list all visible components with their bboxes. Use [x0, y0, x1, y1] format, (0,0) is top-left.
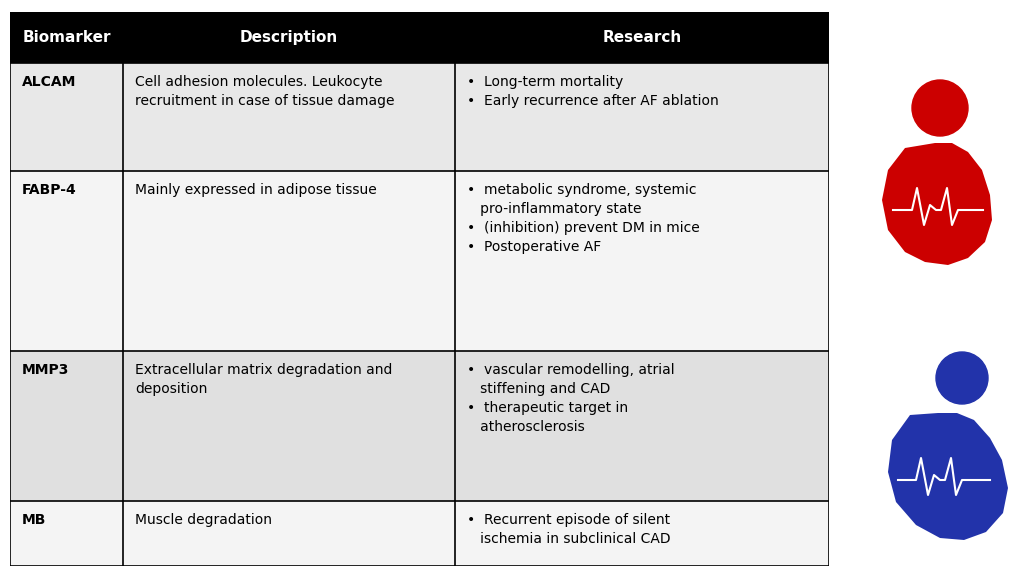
Text: •  vascular remodelling, atrial
   stiffening and CAD
•  therapeutic target in
 : • vascular remodelling, atrial stiffenin… [467, 364, 674, 434]
Text: Extracellular matrix degradation and
deposition: Extracellular matrix degradation and dep… [135, 364, 392, 397]
Polygon shape [888, 413, 1008, 540]
Text: Mainly expressed in adipose tissue: Mainly expressed in adipose tissue [135, 183, 377, 197]
Polygon shape [882, 143, 992, 265]
FancyBboxPatch shape [10, 62, 829, 171]
Text: •  Long-term mortality
•  Early recurrence after AF ablation: • Long-term mortality • Early recurrence… [467, 75, 718, 108]
Text: •  Recurrent episode of silent
   ischemia in subclinical CAD: • Recurrent episode of silent ischemia i… [467, 513, 670, 546]
FancyBboxPatch shape [10, 12, 829, 62]
FancyBboxPatch shape [10, 351, 829, 501]
Text: Description: Description [240, 29, 338, 45]
Text: Muscle degradation: Muscle degradation [135, 513, 271, 527]
Text: ALCAM: ALCAM [22, 75, 76, 89]
Text: FABP-4: FABP-4 [22, 183, 77, 197]
Text: Biomarker: Biomarker [23, 29, 111, 45]
Text: Cell adhesion molecules. Leukocyte
recruitment in case of tissue damage: Cell adhesion molecules. Leukocyte recru… [135, 75, 394, 108]
Text: MB: MB [22, 513, 46, 527]
Text: MMP3: MMP3 [22, 364, 69, 377]
Circle shape [912, 80, 968, 136]
FancyBboxPatch shape [10, 501, 829, 566]
Circle shape [936, 352, 988, 404]
FancyBboxPatch shape [10, 171, 829, 351]
Text: Research: Research [603, 29, 682, 45]
Text: •  metabolic syndrome, systemic
   pro-inflammatory state
•  (inhibition) preven: • metabolic syndrome, systemic pro-infla… [467, 183, 699, 254]
